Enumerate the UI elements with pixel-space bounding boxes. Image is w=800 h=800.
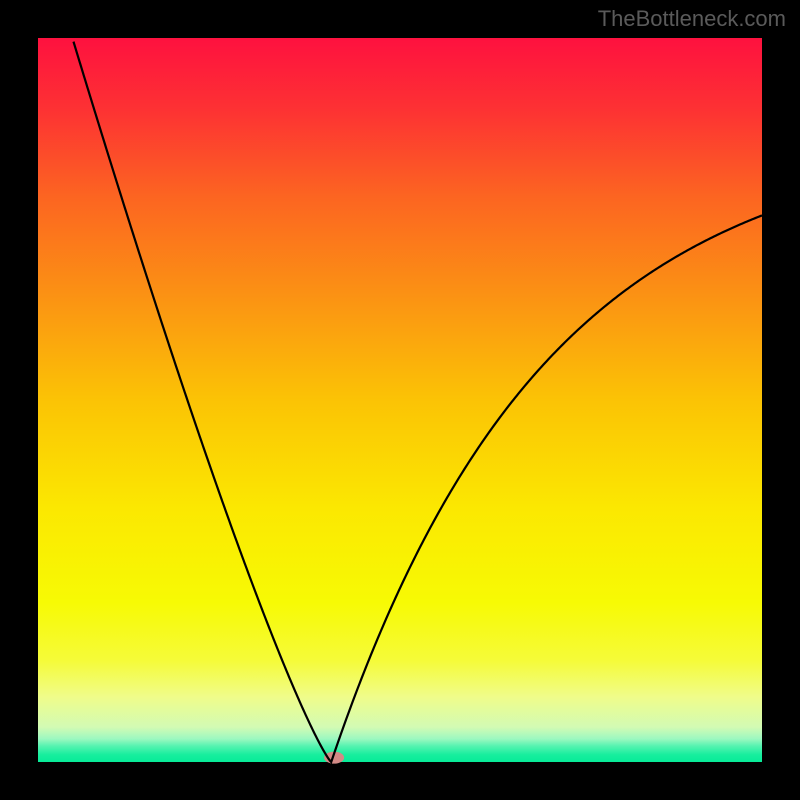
watermark-text: TheBottleneck.com [598, 6, 786, 32]
chart-frame: TheBottleneck.com [0, 0, 800, 800]
bottleneck-chart [0, 0, 800, 800]
plot-background [38, 38, 762, 762]
